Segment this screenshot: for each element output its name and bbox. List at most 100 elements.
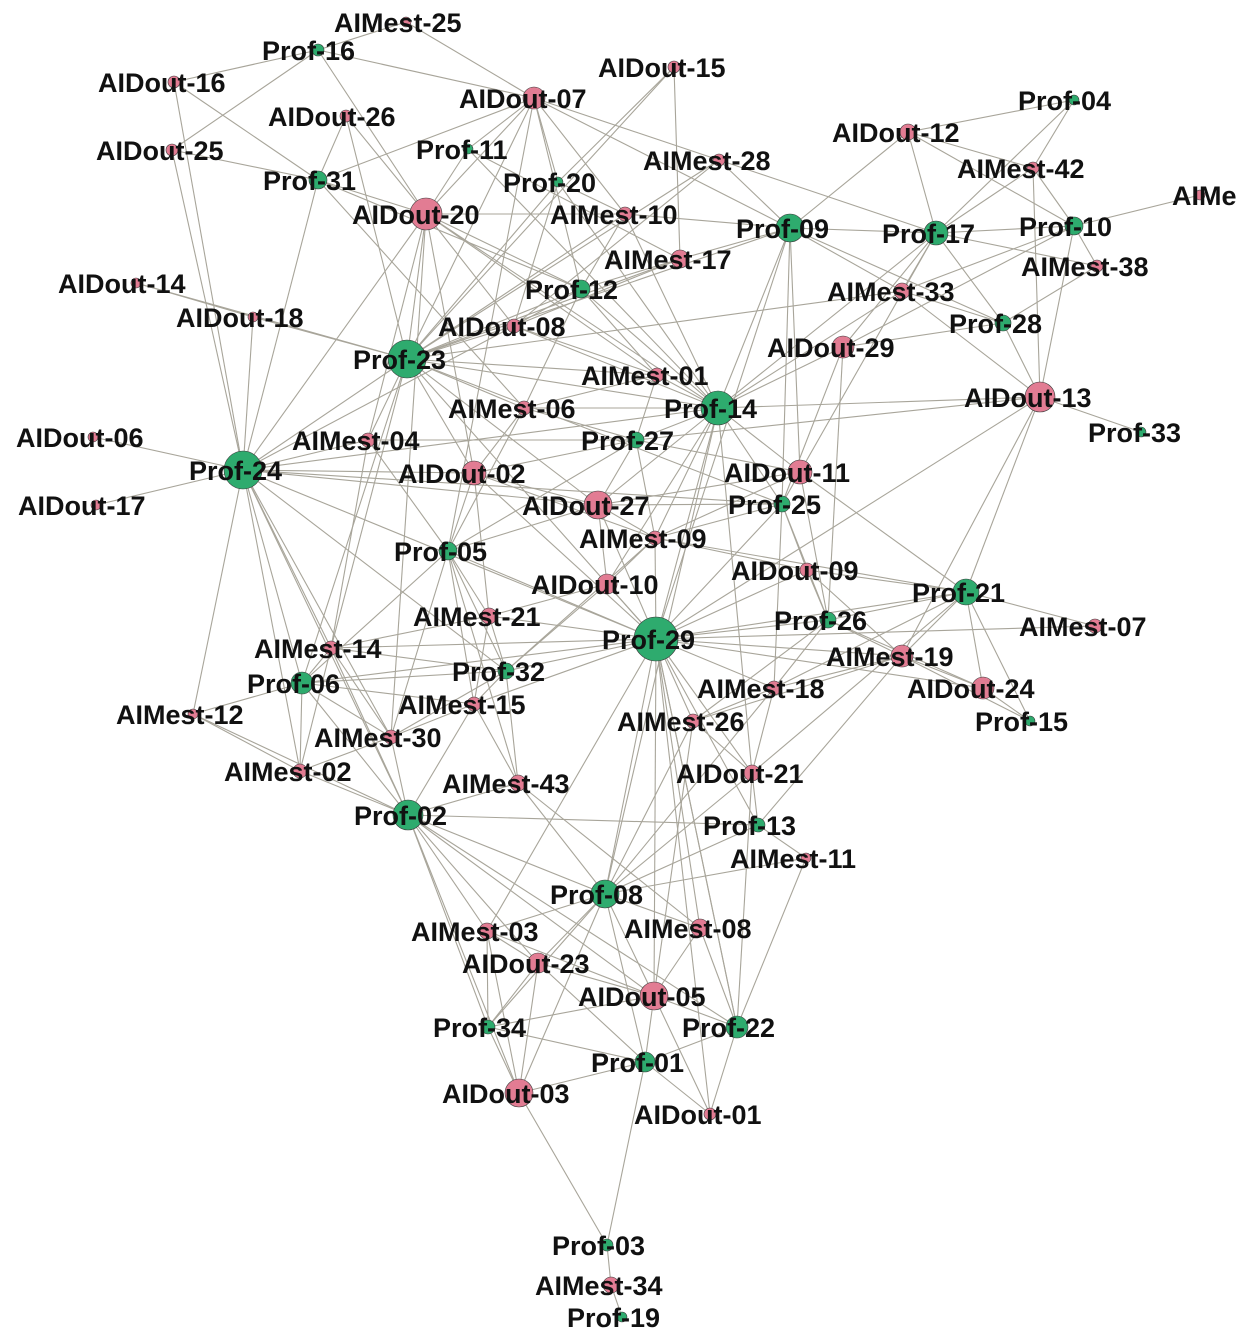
edge-aidout-20-aidout-08 bbox=[425, 213, 515, 327]
edge-aimest-03-prof-34 bbox=[486, 930, 489, 1028]
edge-aimest-15-aimest-43 bbox=[473, 703, 519, 784]
edge-aidout-13-prof-27 bbox=[635, 396, 1041, 441]
node-prof-19 bbox=[616, 1311, 628, 1323]
node-aimest-11 bbox=[800, 852, 812, 864]
edge-prof-29-aimest-15 bbox=[473, 638, 657, 705]
edge-prof-29-prof-08 bbox=[604, 638, 657, 895]
edge-aidout-11-prof-26 bbox=[799, 471, 829, 621]
node-aidout-20 bbox=[409, 197, 443, 231]
node-aidout-10 bbox=[596, 573, 618, 595]
edge-aidout-25-prof-31 bbox=[171, 149, 319, 181]
edge-aimest-21-aimest-14 bbox=[330, 615, 490, 649]
edge-aimest-10-prof-09 bbox=[624, 213, 791, 229]
edge-aimest-15-prof-02 bbox=[407, 703, 475, 816]
node-label-prof-12: Prof-12 bbox=[525, 275, 618, 305]
edge-prof-01-aidout-03 bbox=[518, 1061, 646, 1094]
edge-aimest-26-aidout-21 bbox=[692, 720, 753, 774]
edge-aimest-33-prof-28 bbox=[901, 290, 1004, 324]
edge-prof-09-prof-14 bbox=[717, 227, 791, 409]
node-label-prof-04: Prof-04 bbox=[1018, 86, 1111, 116]
edge-aidout-07-prof-09 bbox=[533, 97, 791, 229]
edge-aidout-11-aidout-27 bbox=[597, 471, 801, 506]
edge-prof-21-aidout-21 bbox=[751, 591, 967, 774]
node-label-aimest-03: AIMest-03 bbox=[411, 917, 539, 947]
node-prof-05 bbox=[438, 541, 458, 561]
node-label-prof-24: Prof-24 bbox=[189, 456, 282, 486]
edge-prof-27-aidout-02 bbox=[473, 439, 637, 474]
node-label-aidout-10: AIDout-10 bbox=[531, 570, 659, 600]
edge-prof-26-aimest-18 bbox=[773, 619, 829, 689]
edge-prof-27-aimest-09 bbox=[635, 439, 656, 539]
edge-aidout-20-aimest-30 bbox=[390, 213, 427, 738]
edge-prof-21-aimest-19 bbox=[901, 591, 967, 657]
node-aidout-14 bbox=[130, 277, 142, 289]
edge-aimest-18-prof-08 bbox=[604, 687, 775, 895]
edge-aimest-33-aidout-13 bbox=[901, 290, 1041, 398]
edge-aidout-09-aimest-19 bbox=[806, 569, 903, 657]
node-label-aimest-43: AIMest-43 bbox=[442, 769, 570, 799]
edge-aidout-13-prof-33 bbox=[1039, 396, 1142, 433]
node-prof-22 bbox=[725, 1015, 749, 1039]
node-aidout-02 bbox=[461, 460, 487, 486]
edge-aimest-33-prof-23 bbox=[406, 290, 903, 360]
node-label-aimest-02: AIMest-02 bbox=[224, 757, 352, 787]
edge-aimest-19-prof-15 bbox=[901, 655, 1031, 722]
edge-aidout-07-prof-11 bbox=[467, 97, 535, 150]
edge-aimest-01-aimest-06 bbox=[523, 374, 658, 409]
node-prof-09 bbox=[775, 213, 805, 243]
edge-aidout-02-aimest-21 bbox=[473, 472, 490, 617]
node-label-prof-11: Prof-11 bbox=[416, 135, 508, 165]
edge-aidout-15-prof-23 bbox=[406, 66, 675, 360]
edge-prof-24-aimest-02 bbox=[242, 469, 301, 772]
edge-aimest-28-prof-23 bbox=[406, 159, 720, 360]
node-prof-27 bbox=[627, 431, 645, 449]
edge-aidout-15-aimest-17 bbox=[673, 66, 681, 260]
edge-aidout-05-prof-34 bbox=[487, 995, 655, 1028]
edge-prof-24-aimest-30 bbox=[242, 469, 392, 738]
node-label-aimest-18: AIMest-18 bbox=[697, 674, 825, 704]
node-label-aidout-13: AIDout-13 bbox=[964, 383, 1092, 413]
node-prof-23 bbox=[387, 339, 427, 379]
node-label-aidout-24: AIDout-24 bbox=[907, 674, 1035, 704]
edge-prof-29-aidout-05 bbox=[653, 638, 657, 997]
node-label-prof-33: Prof-33 bbox=[1088, 418, 1181, 448]
node-prof-11 bbox=[462, 143, 474, 155]
node-aimest-10 bbox=[617, 206, 633, 222]
node-label-aimest-08: AIMest-08 bbox=[624, 914, 752, 944]
edge-prof-29-aidout-24 bbox=[655, 638, 984, 689]
edge-aidout-12-aimest-42 bbox=[907, 131, 1034, 169]
edge-aimest-26-prof-08 bbox=[604, 720, 694, 895]
node-aidout-13 bbox=[1024, 381, 1056, 413]
node-label-aidout-14: AIDout-14 bbox=[58, 269, 186, 299]
edge-aidout-02-aidout-27 bbox=[473, 472, 599, 506]
edge-aidout-05-prof-22 bbox=[653, 995, 738, 1028]
edge-aimest-19-aimest-26 bbox=[692, 655, 903, 722]
node-label-prof-28: Prof-28 bbox=[949, 309, 1042, 339]
node-label-aime: AIMe bbox=[1172, 181, 1237, 211]
node-label-aimest-12: AIMest-12 bbox=[116, 700, 244, 730]
node-aidout-26 bbox=[339, 109, 353, 123]
node-aidout-08 bbox=[506, 318, 522, 334]
edge-prof-14-aidout-21 bbox=[717, 407, 753, 774]
node-label-aidout-18: AIDout-18 bbox=[176, 303, 304, 333]
edge-prof-16-aimest-25 bbox=[317, 21, 407, 51]
edge-aidout-20-aimest-04 bbox=[367, 213, 427, 441]
edge-aidout-11-aimest-09 bbox=[654, 471, 801, 539]
edge-prof-08-aimest-08 bbox=[604, 893, 701, 929]
node-aimest-04 bbox=[360, 432, 376, 448]
edge-prof-29-prof-06 bbox=[301, 638, 657, 684]
edge-prof-21-prof-26 bbox=[827, 591, 967, 621]
node-label-aimest-21: AIMest-21 bbox=[413, 602, 541, 632]
edge-prof-13-prof-02 bbox=[407, 814, 759, 826]
node-label-prof-08: Prof-08 bbox=[550, 880, 643, 910]
node-aimest-42 bbox=[1026, 161, 1040, 175]
node-label-prof-17: Prof-17 bbox=[882, 219, 975, 249]
node-label-prof-32: Prof-32 bbox=[452, 657, 545, 687]
node-prof-26 bbox=[819, 611, 837, 629]
edge-prof-06-aimest-30 bbox=[301, 682, 392, 738]
node-aidout-01 bbox=[703, 1107, 717, 1121]
node-aidout-27 bbox=[583, 490, 613, 520]
node-aimest-01 bbox=[649, 367, 665, 383]
edge-aimest-43-prof-02 bbox=[407, 782, 519, 816]
